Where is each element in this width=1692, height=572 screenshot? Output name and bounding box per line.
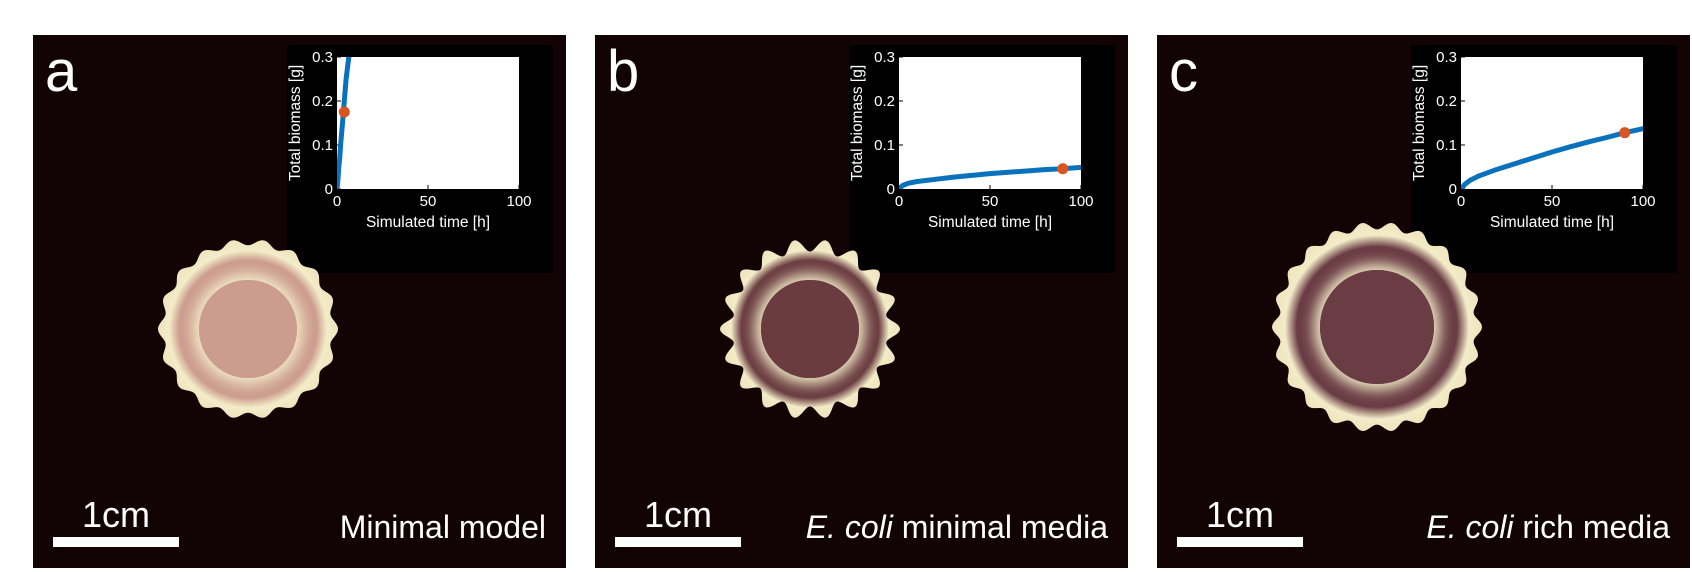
colony-core bbox=[199, 280, 297, 378]
panel-a: a 0 50 100 0 0.1 0.2 0.3 Simulated time [h] Tota… bbox=[33, 35, 566, 568]
panel-letter: b bbox=[607, 39, 640, 104]
x-tick-label: 100 bbox=[1068, 193, 1093, 210]
y-tick-label: 0.3 bbox=[874, 49, 895, 66]
x-axis-label: Simulated time [h] bbox=[928, 214, 1052, 231]
biomass-curve bbox=[899, 164, 1081, 189]
x-tick-label: 100 bbox=[506, 193, 531, 210]
y-tick-label: 0.1 bbox=[874, 137, 895, 154]
y-tick-label: 0.2 bbox=[312, 93, 333, 110]
biomass-inset-chart: 0 50 100 0 0.1 0.2 0.3 Simulated time [h] Total … bbox=[1411, 45, 1677, 273]
scale-bar bbox=[53, 537, 179, 547]
biomass-curve bbox=[1461, 126, 1643, 189]
x-tick-label: 0 bbox=[895, 193, 903, 210]
y-tick-label: 0.3 bbox=[1436, 49, 1457, 66]
y-axis-label: Total biomass [g] bbox=[287, 65, 304, 181]
x-axis-label: Simulated time [h] bbox=[366, 214, 490, 231]
x-tick-label: 50 bbox=[1544, 193, 1561, 210]
y-axis-label: Total biomass [g] bbox=[1411, 65, 1428, 181]
panel-c: c 0 50 100 0 0.1 0.2 0.3 Simulated time [h] Tota… bbox=[1157, 35, 1690, 568]
condition-label: E. coli rich media bbox=[1426, 507, 1670, 547]
y-axis-label: Total biomass [g] bbox=[849, 65, 866, 181]
y-tick-label: 0 bbox=[887, 181, 895, 198]
condition-text: minimal media bbox=[892, 509, 1108, 545]
x-tick-label: 50 bbox=[982, 193, 999, 210]
y-tick-label: 0.2 bbox=[1436, 93, 1457, 110]
x-tick-label: 0 bbox=[1457, 193, 1465, 210]
scale-bar bbox=[615, 537, 741, 547]
condition-text: rich media bbox=[1513, 509, 1670, 545]
panel-b: b 0 50 100 0 0.1 0.2 0.3 Simulated time [h] Tota… bbox=[595, 35, 1128, 568]
biomass-curve bbox=[337, 57, 352, 189]
biomass-inset-chart: 0 50 100 0 0.1 0.2 0.3 Simulated time [h] Total … bbox=[287, 45, 553, 273]
plot-area bbox=[337, 57, 519, 189]
x-tick-label: 0 bbox=[333, 193, 341, 210]
biomass-inset-chart: 0 50 100 0 0.1 0.2 0.3 Simulated time [h] Total … bbox=[849, 45, 1115, 273]
condition-text: Minimal model bbox=[339, 509, 546, 545]
y-tick-label: 0 bbox=[325, 181, 333, 198]
current-time-marker bbox=[338, 106, 350, 118]
scale-bar bbox=[1177, 537, 1303, 547]
condition-organism: E. coli bbox=[1426, 509, 1514, 545]
bacterial-colony bbox=[720, 240, 900, 418]
bacterial-colony bbox=[1272, 223, 1482, 431]
current-time-marker bbox=[1619, 127, 1631, 139]
plot-area bbox=[1461, 57, 1643, 189]
y-tick-label: 0.3 bbox=[312, 49, 333, 66]
bacterial-colony bbox=[158, 240, 338, 418]
condition-label: Minimal model bbox=[340, 507, 546, 547]
y-tick-label: 0.2 bbox=[874, 93, 895, 110]
colony-core bbox=[761, 280, 859, 378]
y-tick-label: 0.1 bbox=[1436, 137, 1457, 154]
x-tick-label: 100 bbox=[1630, 193, 1655, 210]
condition-organism: E. coli bbox=[805, 509, 893, 545]
y-tick-label: 0 bbox=[1449, 181, 1457, 198]
panel-letter: a bbox=[45, 39, 78, 104]
condition-label: E. coli minimal media bbox=[806, 507, 1108, 547]
colony-core bbox=[1320, 270, 1434, 384]
scale-bar-label: 1cm bbox=[643, 494, 712, 535]
panel-letter: c bbox=[1169, 39, 1198, 104]
x-tick-label: 50 bbox=[420, 193, 437, 210]
scale-bar-label: 1cm bbox=[81, 494, 150, 535]
current-time-marker bbox=[1057, 163, 1069, 175]
scale-bar-label: 1cm bbox=[1205, 494, 1274, 535]
y-tick-label: 0.1 bbox=[312, 137, 333, 154]
x-axis-label: Simulated time [h] bbox=[1490, 214, 1614, 231]
